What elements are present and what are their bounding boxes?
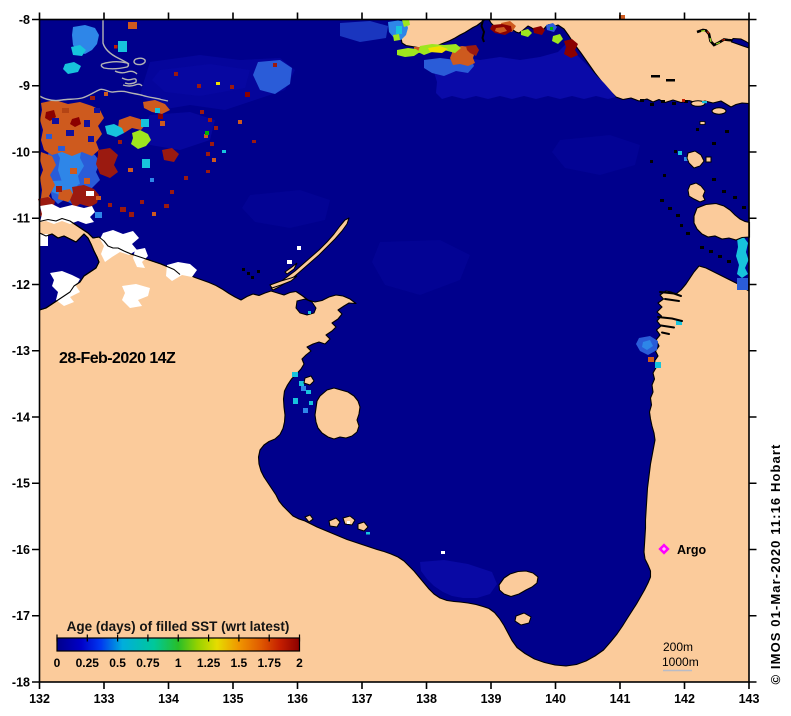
svg-text:143: 143	[739, 692, 760, 706]
svg-text:1: 1	[175, 656, 182, 670]
svg-text:1.5: 1.5	[231, 656, 248, 670]
svg-text:2: 2	[296, 656, 303, 670]
svg-text:-16: -16	[12, 543, 30, 557]
svg-text:138: 138	[416, 692, 437, 706]
svg-text:137: 137	[352, 692, 373, 706]
svg-text:135: 135	[223, 692, 244, 706]
svg-text:28-Feb-2020 14Z: 28-Feb-2020 14Z	[59, 350, 176, 367]
svg-text:132: 132	[29, 692, 50, 706]
svg-text:136: 136	[287, 692, 308, 706]
svg-text:0.75: 0.75	[136, 656, 160, 670]
svg-text:134: 134	[158, 692, 179, 706]
svg-text:0.25: 0.25	[76, 656, 100, 670]
svg-text:-10: -10	[12, 146, 30, 160]
svg-text:1000m: 1000m	[662, 655, 699, 669]
svg-text:142: 142	[674, 692, 695, 706]
svg-text:-18: -18	[12, 676, 30, 690]
svg-text:139: 139	[481, 692, 502, 706]
svg-text:1.25: 1.25	[197, 656, 221, 670]
svg-text:-12: -12	[12, 278, 30, 292]
svg-text:Argo: Argo	[677, 543, 707, 557]
svg-text:0: 0	[54, 656, 61, 670]
svg-text:0.5: 0.5	[109, 656, 126, 670]
svg-text:1.75: 1.75	[258, 656, 282, 670]
svg-text:140: 140	[545, 692, 566, 706]
svg-text:-15: -15	[12, 477, 30, 491]
svg-text:-8: -8	[19, 13, 30, 27]
svg-text:-14: -14	[12, 411, 30, 425]
svg-text:-17: -17	[12, 609, 30, 623]
svg-text:-11: -11	[13, 212, 30, 226]
svg-text:© IMOS 01-Mar-2020 11:16 Hobar: © IMOS 01-Mar-2020 11:16 Hobart	[768, 444, 783, 685]
svg-text:Age (days) of filled SST (wrt: Age (days) of filled SST (wrt latest)	[67, 619, 290, 634]
svg-text:141: 141	[610, 692, 631, 706]
svg-text:-13: -13	[12, 344, 30, 358]
svg-text:-9: -9	[19, 79, 30, 93]
svg-text:133: 133	[94, 692, 115, 706]
svg-text:200m: 200m	[663, 640, 693, 654]
